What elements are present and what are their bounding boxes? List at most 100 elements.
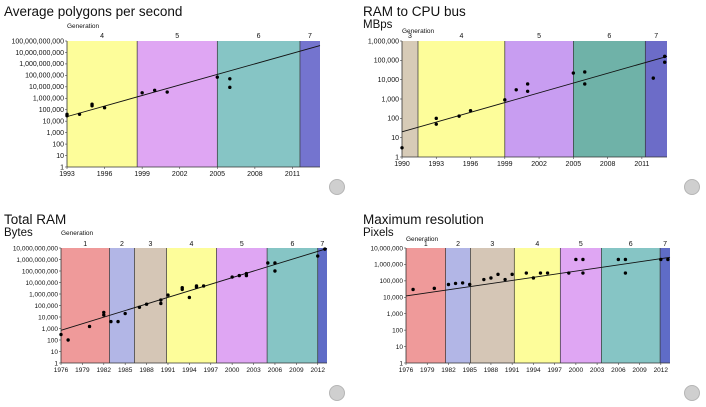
y-tick-label: 1,000,000,000 xyxy=(19,61,64,68)
x-tick-label: 2011 xyxy=(285,171,300,178)
y-tick-label: 10 xyxy=(56,153,64,160)
generation-number: 6 xyxy=(607,33,611,40)
y-tick-label: 10 xyxy=(391,135,399,142)
x-tick-label: 1993 xyxy=(428,161,444,168)
logo-badge-icon xyxy=(329,179,345,195)
generation-band xyxy=(645,41,667,157)
x-tick-label: 2003 xyxy=(590,367,605,374)
data-point xyxy=(316,254,320,258)
generation-number: 1 xyxy=(83,241,87,248)
generation-band xyxy=(445,248,471,363)
x-tick-label: 1976 xyxy=(399,367,414,374)
generation-number: 7 xyxy=(320,241,324,248)
generation-number: 7 xyxy=(654,33,658,40)
y-tick-label: 100,000 xyxy=(374,58,399,65)
data-point xyxy=(453,281,458,286)
y-tick-label: 1,000,000,000 xyxy=(16,257,58,264)
generation-band xyxy=(216,248,268,363)
data-point xyxy=(152,88,157,92)
y-tick-label: 10,000 xyxy=(378,77,400,84)
logo-badge-icon xyxy=(684,385,700,401)
data-point xyxy=(666,257,670,262)
y-tick-label: 100,000 xyxy=(35,303,59,310)
trend-line xyxy=(401,55,668,133)
generation-number: 5 xyxy=(240,241,244,248)
y-tick-label: 1,000 xyxy=(42,326,59,333)
y-tick-label: 100,000,000 xyxy=(22,268,59,275)
data-point xyxy=(159,301,163,306)
generation-number: 7 xyxy=(663,241,667,248)
data-point xyxy=(545,271,550,275)
data-point xyxy=(187,295,192,300)
generation-number: 4 xyxy=(535,241,539,248)
x-tick-label: 2012 xyxy=(310,367,325,374)
data-point xyxy=(432,286,437,291)
chart-title: Average polygons per second xyxy=(4,4,183,19)
data-point xyxy=(323,247,327,251)
generation-label: Generation xyxy=(67,23,100,30)
data-point xyxy=(411,287,415,292)
generation-number: 4 xyxy=(459,33,463,40)
chart-title: RAM to CPU bus xyxy=(363,4,466,19)
data-point xyxy=(482,277,486,282)
x-tick-label: 1976 xyxy=(54,367,69,374)
data-point xyxy=(215,75,219,79)
chart-panel-ram-cpu-bus: 3 4 5 6 7 Generation 1 10 100 1,000 10,000 100,000 1… xyxy=(359,0,706,201)
data-point xyxy=(571,71,576,75)
data-point xyxy=(583,82,587,86)
generation-band xyxy=(217,41,300,167)
y-tick-label: 10 xyxy=(51,349,59,356)
y-tick-label: 10,000 xyxy=(383,295,403,302)
data-point xyxy=(468,108,473,113)
y-tick-label: 1,000,000 xyxy=(374,262,403,269)
data-point xyxy=(581,271,585,275)
generation-number: 2 xyxy=(456,241,460,248)
generation-number: 3 xyxy=(149,241,153,248)
y-tick-label: 1,000,000 xyxy=(29,291,58,298)
data-point xyxy=(651,76,655,80)
x-tick-label: 2008 xyxy=(600,161,616,168)
generation-band xyxy=(61,248,110,363)
generation-number: 3 xyxy=(408,33,412,40)
y-tick-label: 10,000,000,000 xyxy=(13,245,59,252)
chart-average-polygons: 4 5 6 7 Generation 1 10 100 1,000 10,000 100,000 1,… xyxy=(11,23,321,178)
y-tick-label: 10,000 xyxy=(38,314,58,321)
trend-line xyxy=(60,248,328,331)
generation-number: 6 xyxy=(629,241,633,248)
generation-band xyxy=(514,248,561,363)
logo-badge-icon xyxy=(329,385,345,401)
data-point xyxy=(489,276,493,280)
data-point xyxy=(102,106,107,110)
x-tick-label: 1999 xyxy=(134,171,150,178)
data-point xyxy=(273,261,277,265)
y-tick-label: 10,000,000,000 xyxy=(15,50,64,57)
data-point xyxy=(116,319,120,324)
data-point xyxy=(137,305,142,309)
data-point xyxy=(66,338,70,342)
data-point xyxy=(90,104,94,108)
chart-total-ram: 1 2 3 4 5 6 7 Generation 1 10 100 1,000 10,000 100,00… xyxy=(13,230,328,374)
data-point xyxy=(514,88,518,92)
y-tick-label: 1 xyxy=(60,164,64,171)
data-point xyxy=(659,257,663,262)
chart-ram-cpu-bus: 3 4 5 6 7 Generation 1 10 100 1,000 10,000 100,000 1… xyxy=(368,28,668,168)
x-tick-label: 1996 xyxy=(463,161,479,168)
data-point xyxy=(230,275,234,279)
y-tick-label: 1 xyxy=(395,154,399,161)
x-tick-label: 2009 xyxy=(289,367,304,374)
chart-subtitle: MBps xyxy=(363,19,393,31)
chart-title: Total RAM xyxy=(4,212,67,227)
data-point xyxy=(159,298,163,302)
x-tick-label: 1990 xyxy=(394,161,410,168)
logo-badge-icon xyxy=(684,179,700,195)
data-point xyxy=(87,324,92,329)
generation-band xyxy=(317,248,327,363)
generation-band xyxy=(470,248,515,363)
data-point xyxy=(663,60,667,64)
x-tick-label: 2000 xyxy=(225,367,240,374)
x-tick-label: 1988 xyxy=(484,367,499,374)
generation-band xyxy=(560,248,602,363)
generation-number: 6 xyxy=(257,33,261,40)
data-point xyxy=(524,271,529,275)
data-point xyxy=(273,269,277,273)
